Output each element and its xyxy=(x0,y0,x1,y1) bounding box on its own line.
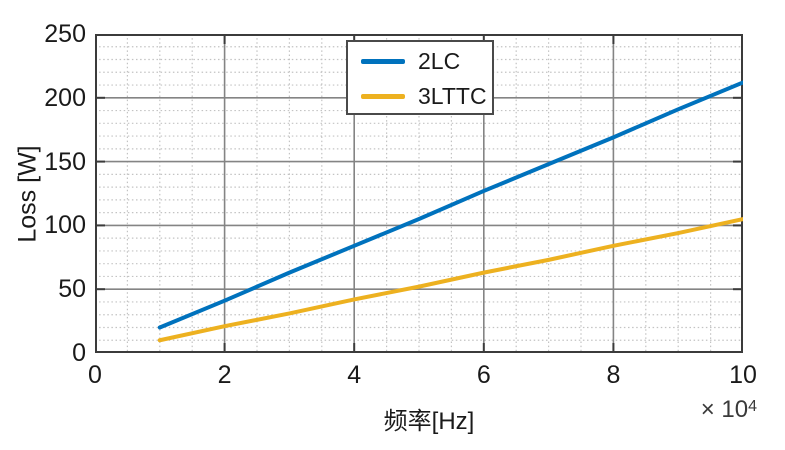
y-tick-label: 0 xyxy=(72,339,86,367)
x-tick-label: 2 xyxy=(217,361,232,389)
x-axis-multiplier-base: × 10 xyxy=(700,396,749,423)
axes-border xyxy=(95,34,743,353)
x-axis-label: 频率[Hz] xyxy=(383,408,475,435)
legend-label: 3LTTC xyxy=(418,83,487,109)
y-tick-label: 250 xyxy=(44,20,86,48)
legend-label: 2LC xyxy=(418,48,461,74)
legend: 2LC 3LTTC xyxy=(346,40,494,115)
y-tick-label: 50 xyxy=(58,275,86,304)
y-tick-label: 150 xyxy=(44,147,86,176)
x-axis-multiplier: × 104 xyxy=(617,396,757,424)
legend-line-sample-icon xyxy=(361,94,405,99)
x-tick-label: 4 xyxy=(347,361,362,389)
x-axis-multiplier-exponent: 4 xyxy=(748,398,757,415)
series-line-3LTTC xyxy=(157,217,743,343)
legend-entry: 2LC xyxy=(348,44,492,79)
x-tick-label: 6 xyxy=(476,361,491,389)
legend-line-sample-icon xyxy=(361,59,405,64)
x-tick-label: 10 xyxy=(729,361,757,389)
y-tick-label: 200 xyxy=(44,83,86,112)
legend-entry: 3LTTC xyxy=(348,79,492,114)
x-tick-label: 8 xyxy=(606,361,621,389)
series-line-2LC xyxy=(157,80,743,330)
y-tick-label: 100 xyxy=(44,211,86,240)
x-tick-label: 0 xyxy=(88,361,102,389)
